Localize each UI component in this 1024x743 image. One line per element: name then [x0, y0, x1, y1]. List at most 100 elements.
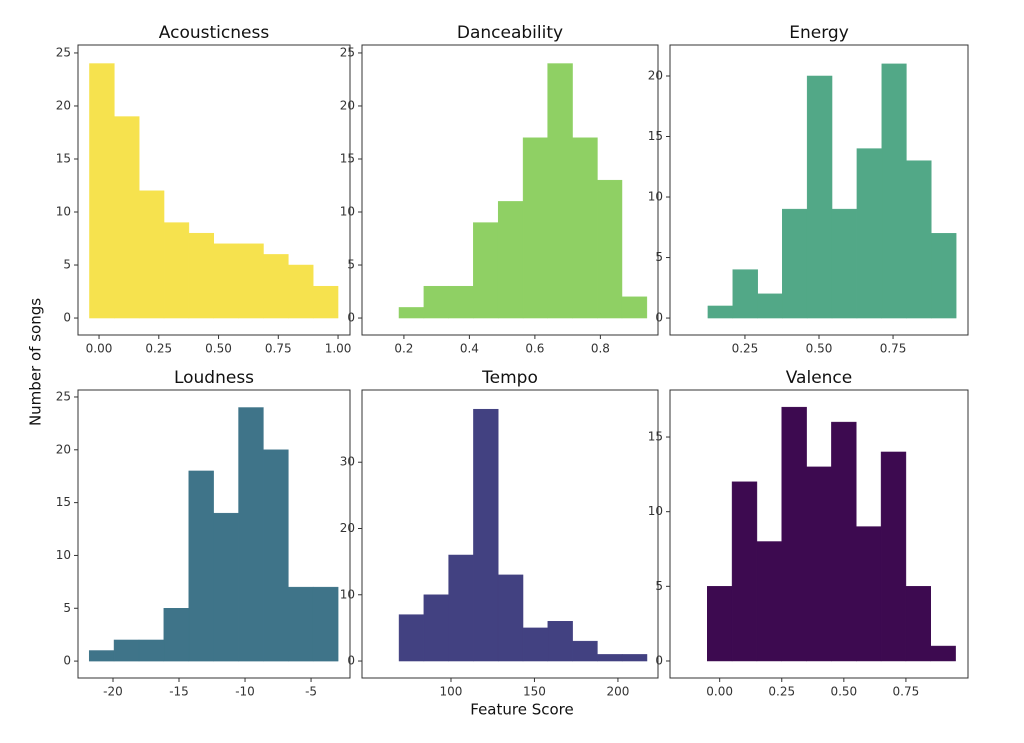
y-tick-label: 5: [655, 250, 663, 264]
bar: [732, 269, 758, 319]
x-tick-label: 0.50: [830, 685, 857, 699]
x-tick-label: -20: [103, 685, 123, 699]
bar: [880, 451, 907, 662]
x-tick-label: -5: [305, 685, 317, 699]
bar: [138, 639, 165, 662]
bar: [597, 179, 623, 319]
x-tick-label: 100: [440, 685, 463, 699]
x-tick-label: 0.50: [205, 342, 232, 356]
x-tick-label: 0.6: [525, 342, 544, 356]
x-tick-label: 0.00: [86, 342, 113, 356]
bar: [188, 470, 214, 662]
bar: [312, 285, 339, 319]
y-tick-label: 25: [56, 45, 71, 59]
bar: [831, 421, 857, 662]
x-tick-label: 0.75: [893, 685, 920, 699]
y-tick-label: 10: [56, 548, 71, 562]
x-tick-label: 0.4: [460, 342, 479, 356]
bar: [572, 137, 598, 319]
bar: [547, 63, 573, 319]
bar: [707, 586, 733, 662]
x-tick-label: 200: [606, 685, 629, 699]
bar: [473, 408, 499, 662]
panel-title: Valence: [786, 368, 853, 388]
y-tick-label: 20: [56, 442, 71, 456]
bar: [806, 466, 832, 662]
panel-frame: [361, 44, 659, 336]
bar: [312, 586, 339, 662]
bar: [238, 407, 264, 662]
y-tick-label: 0: [655, 311, 663, 325]
bar: [782, 208, 808, 319]
y-tick-label: 0: [347, 311, 355, 325]
y-tick-label: 20: [648, 68, 663, 82]
bar: [831, 208, 858, 319]
x-tick-label: 0.00: [706, 685, 733, 699]
y-tick-label: 5: [655, 579, 663, 593]
y-tick-label: 5: [347, 258, 355, 272]
bar: [448, 285, 474, 319]
panel-title: Acousticness: [159, 23, 270, 43]
bar: [707, 305, 734, 319]
bar: [856, 148, 883, 319]
bar: [572, 640, 598, 662]
x-tick-label: 0.25: [768, 685, 795, 699]
bar: [238, 243, 264, 319]
bar: [423, 594, 449, 662]
y-tick-label: 15: [648, 430, 663, 444]
y-tick-label: 25: [340, 45, 355, 59]
y-tick-label: 15: [56, 495, 71, 509]
bar: [522, 627, 549, 662]
bar: [163, 222, 190, 319]
bar: [547, 621, 573, 662]
y-tick-label: 15: [648, 129, 663, 143]
bar: [731, 481, 758, 662]
bar: [213, 512, 239, 662]
panel-frame: [361, 389, 659, 679]
bar: [89, 63, 115, 319]
y-tick-label: 0: [655, 653, 663, 667]
y-tick-label: 10: [56, 205, 71, 219]
panel-frame: [77, 44, 351, 336]
bar: [597, 654, 623, 662]
x-tick-label: 0.75: [880, 342, 907, 356]
bar: [621, 296, 648, 319]
bar: [188, 232, 215, 319]
bar: [88, 650, 115, 662]
bar: [473, 222, 499, 319]
x-tick-label: 150: [523, 685, 546, 699]
bar: [522, 137, 548, 319]
bar: [781, 406, 807, 662]
x-tick-label: 1.00: [325, 342, 352, 356]
bar: [756, 541, 783, 662]
y-tick-label: 20: [340, 98, 355, 112]
y-tick-label: 0: [347, 654, 355, 668]
y-tick-label: 20: [56, 98, 71, 112]
panel-title: Tempo: [481, 368, 538, 388]
bar: [806, 75, 833, 319]
bar: [213, 243, 239, 319]
panel-frame: [669, 389, 969, 679]
y-tick-label: 15: [340, 151, 355, 165]
y-axis-label: Number of songs: [27, 298, 45, 426]
x-axis-label: Feature Score: [470, 701, 573, 719]
bar: [905, 586, 932, 662]
panel-title: Danceability: [457, 23, 563, 43]
panel-title: Loudness: [174, 368, 254, 388]
bar: [288, 586, 314, 662]
bar: [448, 554, 474, 662]
y-tick-label: 30: [340, 455, 355, 469]
bar: [930, 645, 956, 662]
panel-frame: [77, 389, 351, 679]
bar: [881, 63, 907, 319]
x-tick-label: -10: [235, 685, 255, 699]
x-tick-label: 0.2: [394, 342, 413, 356]
bar: [114, 116, 140, 319]
y-tick-label: 10: [648, 504, 663, 518]
y-tick-label: 10: [340, 587, 355, 601]
bar: [906, 160, 932, 319]
x-tick-label: 0.25: [145, 342, 172, 356]
x-tick-label: -15: [169, 685, 189, 699]
bar: [856, 526, 882, 662]
